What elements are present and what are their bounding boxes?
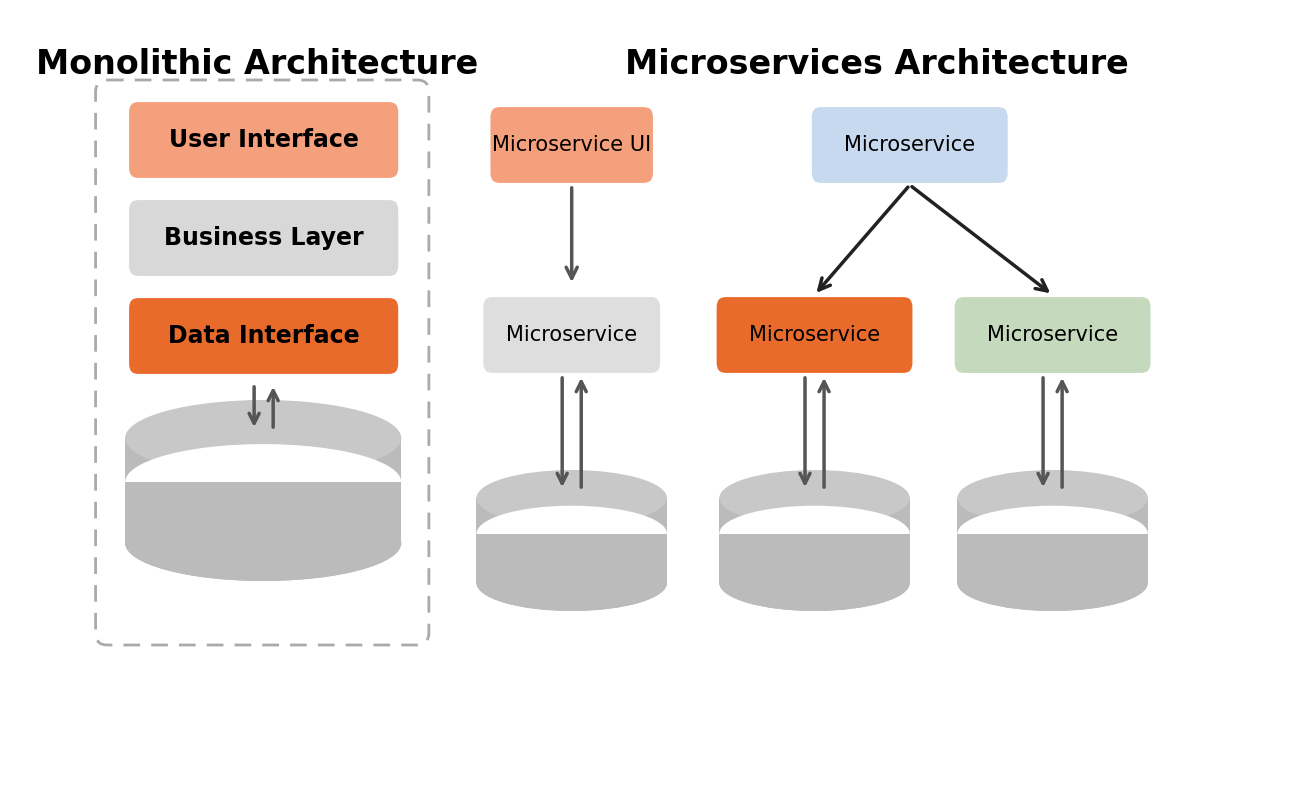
Polygon shape: [957, 534, 1148, 583]
Text: Business Layer: Business Layer: [164, 226, 364, 250]
Ellipse shape: [957, 470, 1148, 526]
Polygon shape: [125, 438, 402, 543]
Polygon shape: [125, 482, 402, 543]
Ellipse shape: [476, 470, 666, 526]
Polygon shape: [957, 498, 1148, 583]
FancyBboxPatch shape: [953, 295, 1153, 375]
Text: Microservice UI: Microservice UI: [492, 135, 651, 155]
Text: Microservices Architecture: Microservices Architecture: [625, 48, 1128, 81]
FancyBboxPatch shape: [810, 105, 1009, 185]
Ellipse shape: [125, 505, 402, 581]
FancyBboxPatch shape: [715, 295, 914, 375]
Text: Data Interface: Data Interface: [168, 324, 360, 348]
FancyBboxPatch shape: [126, 198, 400, 278]
Ellipse shape: [476, 555, 666, 611]
FancyBboxPatch shape: [126, 296, 400, 376]
Ellipse shape: [476, 555, 666, 611]
Ellipse shape: [720, 555, 910, 611]
Text: Microservice: Microservice: [844, 135, 975, 155]
Ellipse shape: [957, 555, 1148, 611]
Ellipse shape: [125, 400, 402, 476]
Ellipse shape: [720, 470, 910, 526]
Polygon shape: [720, 498, 910, 583]
Text: Microservice: Microservice: [748, 325, 880, 345]
Ellipse shape: [957, 555, 1148, 611]
Ellipse shape: [125, 444, 402, 520]
Ellipse shape: [720, 555, 910, 611]
Polygon shape: [476, 534, 666, 583]
FancyBboxPatch shape: [481, 295, 662, 375]
Ellipse shape: [720, 505, 910, 562]
FancyBboxPatch shape: [126, 100, 400, 180]
Polygon shape: [720, 534, 910, 583]
Text: User Interface: User Interface: [168, 128, 359, 152]
Text: Monolithic Architecture: Monolithic Architecture: [37, 48, 479, 81]
Ellipse shape: [957, 505, 1148, 562]
Ellipse shape: [476, 505, 666, 562]
Text: Microservice: Microservice: [987, 325, 1118, 345]
FancyBboxPatch shape: [489, 105, 655, 185]
Ellipse shape: [125, 505, 402, 581]
Text: Microservice: Microservice: [506, 325, 638, 345]
Polygon shape: [476, 498, 666, 583]
